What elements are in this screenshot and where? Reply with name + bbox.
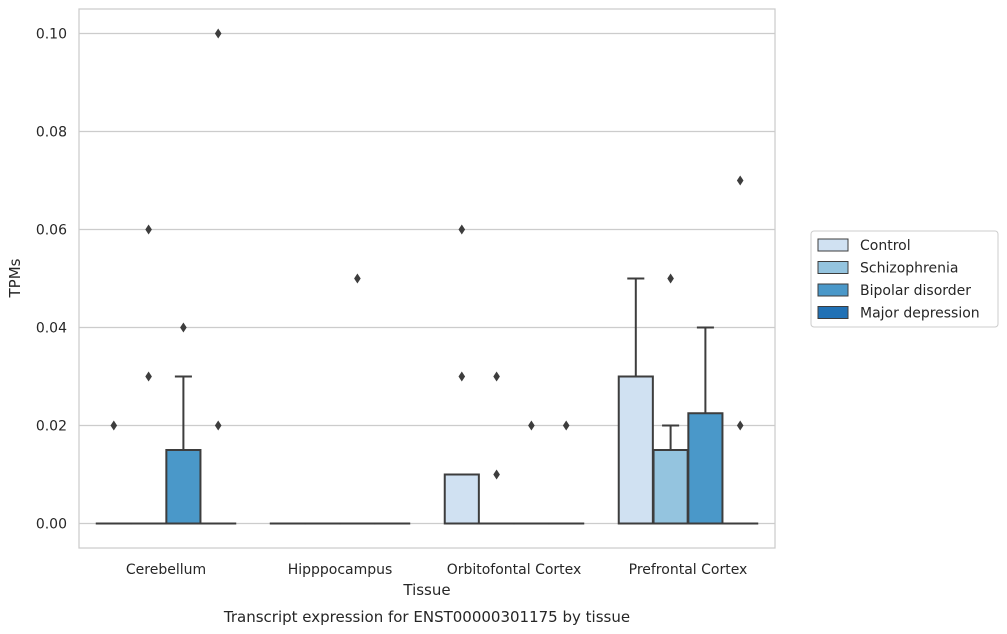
outlier-point <box>145 224 152 235</box>
box-body <box>165 449 202 525</box>
x-tick-label: Cerebellum <box>126 562 206 578</box>
legend: Control Schizophrenia Bipolar disorder Majo… <box>810 230 999 328</box>
plot-frame <box>78 8 776 549</box>
legend-label: Control <box>860 238 911 254</box>
x-tick-label: Hipppocampus <box>288 562 393 578</box>
box-body <box>652 449 689 525</box>
y-tick-label: 0.06 <box>36 223 67 239</box>
box-schizophrenia <box>478 371 515 525</box>
outlier-point <box>145 371 152 382</box>
box-schizophrenia <box>652 273 689 525</box>
outlier-point <box>214 28 222 39</box>
y-tick-label: 0.02 <box>36 419 67 435</box>
y-tick-label: 0.00 <box>36 517 67 533</box>
box-control <box>443 224 480 525</box>
outlier-point <box>562 420 570 431</box>
box-control <box>95 420 132 525</box>
legend-label: Schizophrenia <box>860 261 958 277</box>
legend-frame <box>810 230 999 328</box>
legend-label: Major depression <box>860 306 980 322</box>
y-tick-label: 0.08 <box>36 125 67 141</box>
y-tick-label: 0.04 <box>36 321 67 337</box>
legend-swatch <box>817 306 849 319</box>
y-tick-labels: 0.00 0.02 0.04 0.06 0.08 0.10 <box>36 27 67 533</box>
outlier-point <box>493 371 500 382</box>
outlier-point <box>180 322 187 333</box>
box-body <box>443 473 480 525</box>
outlier-point <box>458 224 466 235</box>
outlier-point <box>214 420 222 431</box>
x-tick-labels: Cerebellum Hipppocampus Orbitofontal Corte… <box>126 562 747 578</box>
x-tick-label: Orbitofontal Cortex <box>447 562 582 578</box>
outlier-point <box>458 371 466 382</box>
box-body <box>687 412 724 525</box>
box-bipolar-disorder <box>687 326 724 525</box>
legend-swatch <box>817 283 849 297</box>
y-tick-label: 0.10 <box>36 27 67 43</box>
box-bipolar-disorder <box>339 273 376 525</box>
chart-caption: Transcript expression for ENST0000030117… <box>223 608 630 626</box>
outlier-point <box>736 420 744 431</box>
box-schizophrenia <box>130 224 167 525</box>
box-major-depression <box>722 175 759 525</box>
outlier-point <box>528 420 535 431</box>
y-axis-label: TPMs <box>6 258 24 298</box>
legend-swatch <box>817 238 849 252</box>
legend-label: Bipolar disorder <box>860 283 971 299</box>
box-major-depression <box>548 420 585 525</box>
outlier-point <box>110 420 118 431</box>
box-bipolar-disorder <box>513 420 550 525</box>
plot-marks <box>95 28 759 525</box>
box-major-depression <box>200 28 237 525</box>
outlier-point <box>736 175 744 186</box>
x-tick-label: Prefrontal Cortex <box>629 562 748 578</box>
legend-swatch <box>817 261 849 274</box>
box-body <box>617 375 654 525</box>
outlier-point <box>667 273 674 284</box>
box-bipolar-disorder <box>165 322 202 525</box>
box-control <box>617 277 654 525</box>
outlier-point <box>493 469 500 480</box>
x-axis-label: Tissue <box>402 581 450 599</box>
outlier-point <box>354 273 361 284</box>
